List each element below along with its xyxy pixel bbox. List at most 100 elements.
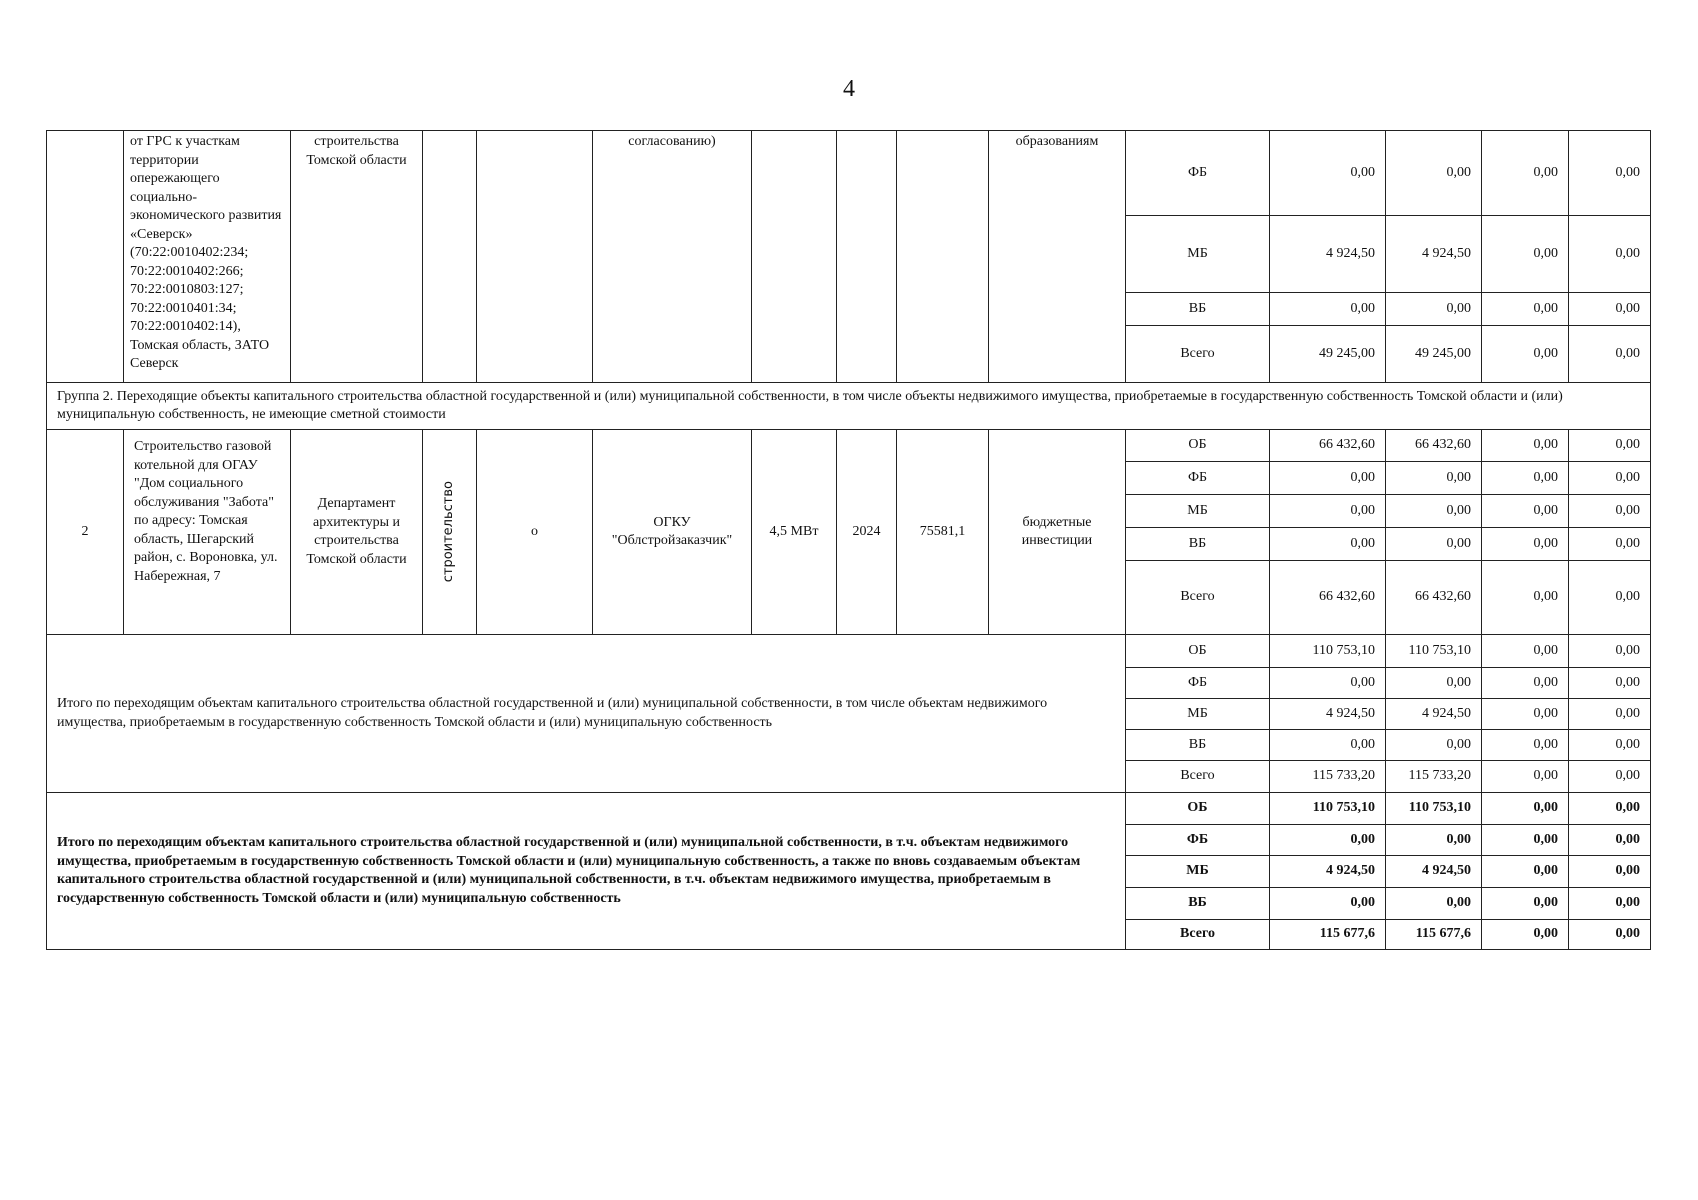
funding-source: Всего xyxy=(1125,760,1270,793)
funding-value-v2: 0,00 xyxy=(1385,887,1482,920)
funding-value-v1: 115 677,6 xyxy=(1269,919,1386,950)
funding-value-v4: 0,00 xyxy=(1568,855,1651,888)
funding-source: ВБ xyxy=(1125,887,1270,920)
funding-value-v2: 0,00 xyxy=(1385,130,1482,216)
funding-value-v2: 0,00 xyxy=(1385,527,1482,561)
funding-value-v2: 110 753,10 xyxy=(1385,792,1482,825)
table-row: Итого по переходящим объектам капитально… xyxy=(46,792,1651,950)
funding-value-v4: 0,00 xyxy=(1568,560,1651,635)
project1-capacity xyxy=(751,130,837,383)
funding-value-v1: 4 924,50 xyxy=(1269,855,1386,888)
funding-source: ФБ xyxy=(1125,461,1270,495)
funding-value-v1: 110 753,10 xyxy=(1269,792,1386,825)
funding-value-v1: 0,00 xyxy=(1269,667,1386,699)
funding-value-v4: 0,00 xyxy=(1568,919,1651,950)
table-row: Всего 66 432,60 66 432,60 0,00 0,00 xyxy=(47,560,1651,635)
funding-value-v4: 0,00 xyxy=(1568,634,1651,668)
funding-source: Всего xyxy=(1125,325,1270,383)
project2-year: 2024 xyxy=(836,429,897,635)
table-row: ФБ 0,00 0,00 0,00 0,00 xyxy=(47,461,1651,495)
funding-value-v4: 0,00 xyxy=(1568,792,1651,825)
funding-value-v1: 0,00 xyxy=(1269,527,1386,561)
funding-value-v2: 0,00 xyxy=(1385,494,1482,528)
funding-value-v1: 0,00 xyxy=(1269,461,1386,495)
funding-value-v1: 0,00 xyxy=(1269,887,1386,920)
funding-value-v4: 0,00 xyxy=(1568,729,1651,761)
funding-value-v3: 0,00 xyxy=(1481,667,1569,699)
funding-value-v4: 0,00 xyxy=(1568,527,1651,561)
subtotal-label: Итого по переходящим объектам капитально… xyxy=(46,634,1126,793)
table-row: 2 Строительство газовой котельной для ОГА… xyxy=(46,429,1651,635)
funding-source: ОБ xyxy=(1125,792,1270,825)
funding-value-v3: 0,00 xyxy=(1481,824,1569,856)
funding-value-v3: 0,00 xyxy=(1481,919,1569,950)
project2-developer: ОГКУ "Облстройзаказчик" xyxy=(592,429,752,635)
funding-value-v2: 0,00 xyxy=(1385,729,1482,761)
funding-value-v3: 0,00 xyxy=(1481,215,1569,293)
funding-value-v1: 0,00 xyxy=(1269,824,1386,856)
project1-year xyxy=(836,130,897,383)
funding-value-v4: 0,00 xyxy=(1568,494,1651,528)
funding-source: ВБ xyxy=(1125,292,1270,326)
funding-value-v1: 4 924,50 xyxy=(1269,698,1386,730)
project1-customer: строительства Томской области xyxy=(290,130,423,383)
project1-approval: согласованию) xyxy=(592,130,752,383)
funding-value-v3: 0,00 xyxy=(1481,760,1569,793)
funding-value-v1: 0,00 xyxy=(1269,292,1386,326)
funding-value-v2: 49 245,00 xyxy=(1385,325,1482,383)
funding-value-v2: 66 432,60 xyxy=(1385,429,1482,462)
funding-value-v3: 0,00 xyxy=(1481,527,1569,561)
funding-value-v1: 66 432,60 xyxy=(1269,560,1386,635)
group2-header: Группа 2. Переходящие объекты капитально… xyxy=(46,382,1651,430)
funding-value-v3: 0,00 xyxy=(1481,292,1569,326)
project1-cost xyxy=(896,130,989,383)
funding-source: ВБ xyxy=(1125,527,1270,561)
table-row: МБ 4 924,50 4 924,50 0,00 0,00 xyxy=(47,215,1651,293)
project1-number xyxy=(46,130,124,383)
funding-value-v1: 115 733,20 xyxy=(1269,760,1386,793)
funding-value-v2: 66 432,60 xyxy=(1385,560,1482,635)
funding-value-v3: 0,00 xyxy=(1481,792,1569,825)
project1-type xyxy=(422,130,477,383)
project1-form: образованиям xyxy=(988,130,1126,383)
table-row: от ГРС к участкам территории опережающег… xyxy=(46,130,1651,383)
funding-value-v2: 0,00 xyxy=(1385,667,1482,699)
table-row: МБ 0,00 0,00 0,00 0,00 xyxy=(47,494,1651,528)
table-row: ВБ 0,00 0,00 0,00 0,00 xyxy=(47,729,1651,761)
page-number: 4 xyxy=(843,76,855,102)
objects-table: от ГРС к участкам территории опережающег… xyxy=(46,130,1651,950)
funding-value-v1: 49 245,00 xyxy=(1269,325,1386,383)
project2-name: Строительство газовой котельной для ОГАУ… xyxy=(123,429,291,635)
table-row: ФБ 0,00 0,00 0,00 0,00 xyxy=(47,824,1651,856)
funding-value-v2: 115 677,6 xyxy=(1385,919,1482,950)
funding-value-v4: 0,00 xyxy=(1568,667,1651,699)
funding-source: ОБ xyxy=(1125,429,1270,462)
funding-value-v2: 115 733,20 xyxy=(1385,760,1482,793)
funding-value-v1: 4 924,50 xyxy=(1269,215,1386,293)
funding-source: Всего xyxy=(1125,560,1270,635)
funding-value-v4: 0,00 xyxy=(1568,760,1651,793)
project2-type-cell: строительство xyxy=(422,429,477,635)
funding-value-v2: 0,00 xyxy=(1385,461,1482,495)
project2-cost: 75581,1 xyxy=(896,429,989,635)
table-row: ВБ 0,00 0,00 0,00 0,00 xyxy=(47,527,1651,561)
funding-source: ФБ xyxy=(1125,824,1270,856)
project2-customer: Департамент архитектуры и строительства … xyxy=(290,429,423,635)
funding-value-v4: 0,00 xyxy=(1568,215,1651,293)
project2-mark: о xyxy=(476,429,593,635)
funding-value-v4: 0,00 xyxy=(1568,887,1651,920)
funding-value-v4: 0,00 xyxy=(1568,130,1651,216)
project1-mark xyxy=(476,130,593,383)
funding-value-v3: 0,00 xyxy=(1481,729,1569,761)
funding-source: ОБ xyxy=(1125,634,1270,668)
funding-source: ФБ xyxy=(1125,667,1270,699)
funding-source: Всего xyxy=(1125,919,1270,950)
funding-value-v2: 4 924,50 xyxy=(1385,215,1482,293)
funding-value-v4: 0,00 xyxy=(1568,429,1651,462)
grand-total-label: Итого по переходящим объектам капитально… xyxy=(46,792,1126,950)
table-row: Всего 49 245,00 49 245,00 0,00 0,00 xyxy=(47,325,1651,383)
funding-source: МБ xyxy=(1125,855,1270,888)
project2-type: строительство xyxy=(441,481,457,583)
funding-value-v3: 0,00 xyxy=(1481,429,1569,462)
funding-value-v3: 0,00 xyxy=(1481,634,1569,668)
